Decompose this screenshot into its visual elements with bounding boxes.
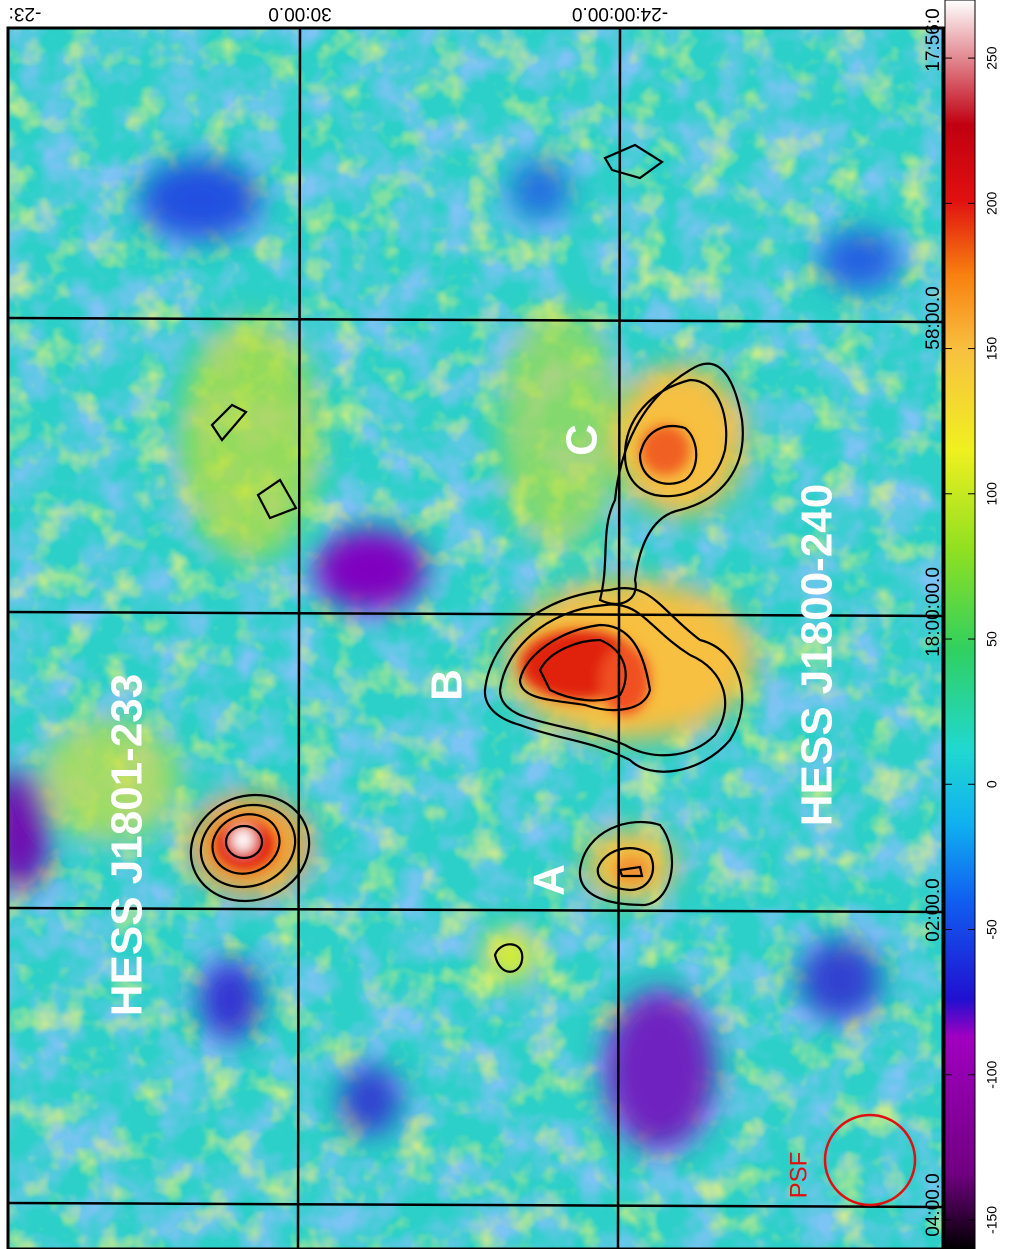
psf-label: PSF [785,1152,812,1199]
sky-map-figure: HESS J1801-233 HESS J1800-240 A B C PSF 17:56:… [0,0,1011,1249]
colorbar-tick-label: 50 [984,631,1000,647]
colorbar-tick-label: 0 [984,780,1000,788]
colorbar-tick-label: -50 [984,919,1000,939]
colorbar-tick-label: 200 [984,191,1000,215]
colorbar-tick-label: 150 [984,337,1000,361]
source-label: HESS J1801-233 [103,674,152,1016]
ra-label: 18:00:00.0 [923,567,944,657]
dec-label: -24:00:00.0 [572,3,668,24]
source-label: HESS J1800-240 [793,484,842,826]
colorbar-tick-label: 250 [984,46,1000,70]
colorbar-tick-label: 100 [984,482,1000,506]
ra-label: 02:00.0 [923,878,944,941]
source-label: C [558,424,607,456]
colorbar [945,0,975,1249]
dec-label: 30:00.0 [268,3,331,24]
source-label: B [423,669,472,701]
colorbar-tick-label: -100 [984,1061,1000,1089]
ra-label: 04:00.0 [923,1173,944,1236]
ra-label: 58:00.0 [923,286,944,349]
ra-label: 17:56:0 [923,8,944,71]
dec-label: -23: [9,3,42,24]
source-label: A [525,864,574,896]
colorbar-tick-label: -150 [984,1206,1000,1234]
